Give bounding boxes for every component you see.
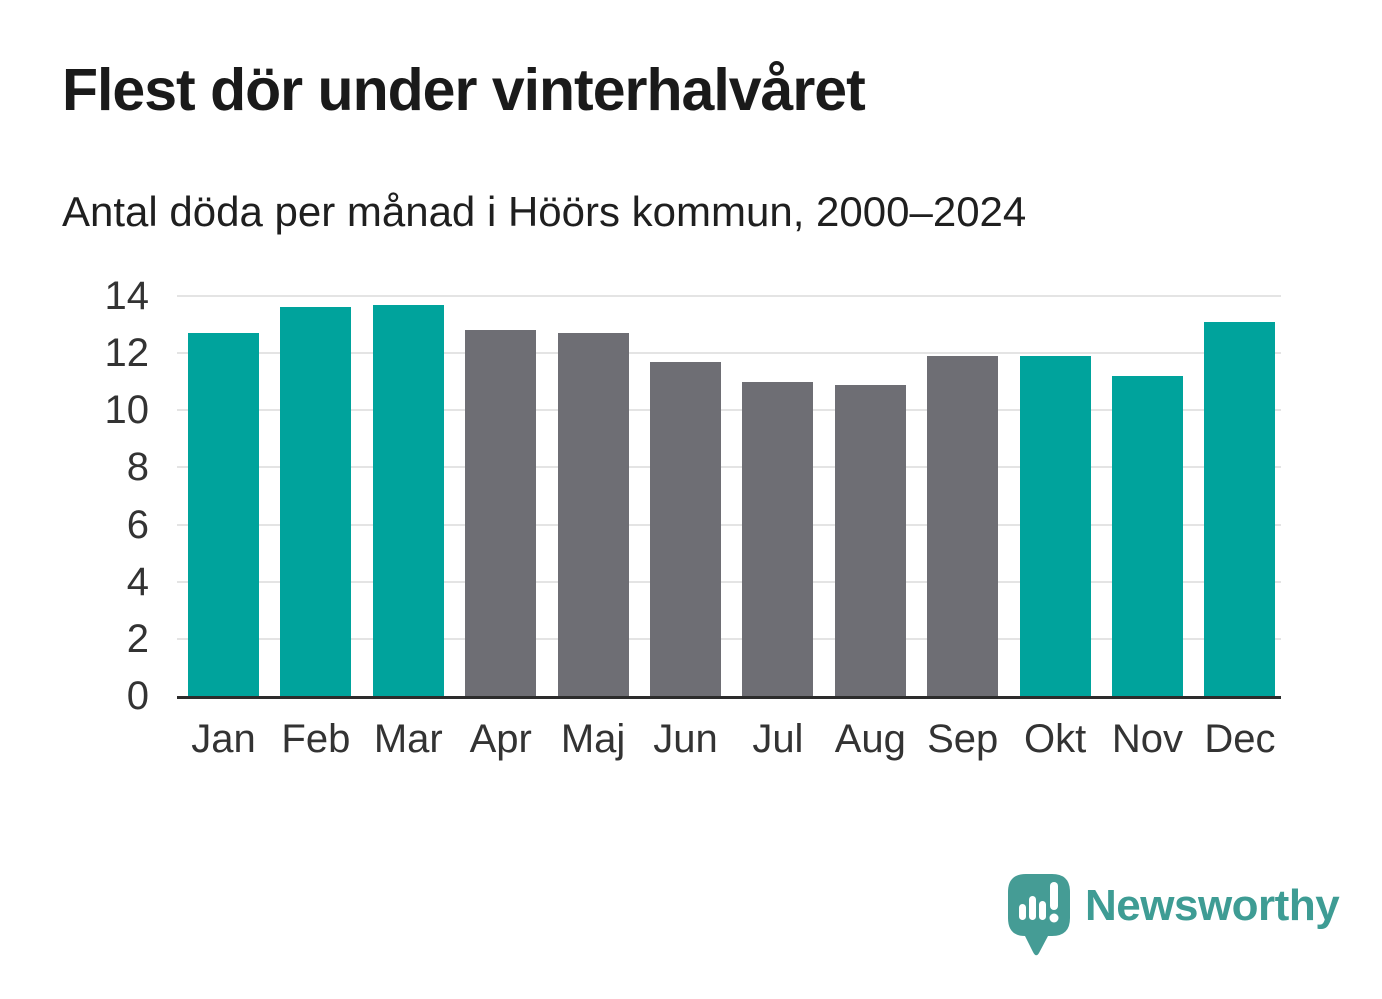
- bar-dec: [1204, 321, 1276, 696]
- y-tick-label-12: 12: [104, 331, 150, 376]
- bar-okt: [1019, 356, 1091, 696]
- x-tick-label-feb: Feb: [281, 717, 351, 761]
- bar-maj: [557, 333, 629, 696]
- bar-aug: [834, 384, 906, 696]
- x-tick-label-dec: Dec: [1204, 717, 1276, 761]
- gridline-y-14: [177, 295, 1281, 297]
- bar-jan: [188, 333, 259, 696]
- x-tick-label-jul: Jul: [752, 717, 804, 761]
- gridline-y-4: [177, 580, 1281, 583]
- newsworthy-logo-icon: [1008, 874, 1070, 956]
- gridline-y-10: [177, 409, 1281, 412]
- y-axis: 0 2 4 6 8 10 12 14: [0, 274, 150, 718]
- x-axis: Jan Feb Mar Apr Maj Jun Jul Aug Sep Okt Nov Dec: [177, 714, 1281, 774]
- bar-jun: [650, 361, 721, 696]
- x-tick-label-okt: Okt: [1023, 717, 1087, 761]
- bar-mar: [372, 304, 444, 696]
- x-tick-label-aug: Aug: [834, 717, 906, 761]
- x-tick-label-mar: Mar: [373, 717, 443, 761]
- x-tick-label-maj: Maj: [560, 717, 626, 761]
- y-tick-label-8: 8: [126, 445, 149, 490]
- bar-feb: [280, 307, 352, 696]
- gridline-y-8: [177, 466, 1281, 469]
- y-tick-label-0: 0: [126, 674, 149, 718]
- chart-subtitle: Antal döda per månad i Höörs kommun, 200…: [62, 188, 1027, 235]
- y-tick-label-6: 6: [126, 502, 149, 547]
- bar-apr: [465, 330, 537, 696]
- x-tick-label-nov: Nov: [1111, 717, 1184, 761]
- gridline-y-12: [177, 352, 1281, 355]
- y-tick-label-14: 14: [104, 274, 150, 318]
- y-tick-label-10: 10: [104, 388, 150, 433]
- bar-jul: [742, 381, 814, 696]
- chart-title: Flest dör under vinterhalvåret: [62, 57, 866, 123]
- newsworthy-wordmark: Newsworthy: [1085, 881, 1340, 930]
- newsworthy-branding: Newsworthy: [1008, 874, 1340, 956]
- y-tick-label-2: 2: [126, 616, 149, 661]
- x-tick-label-apr: Apr: [469, 717, 532, 761]
- gridline-y-2: [177, 637, 1281, 640]
- x-tick-label-sep: Sep: [927, 717, 999, 761]
- bar-nov: [1112, 376, 1183, 696]
- y-tick-label-4: 4: [126, 559, 149, 604]
- plot-area: [177, 295, 1281, 699]
- gridline-y-6: [177, 523, 1281, 526]
- bar-sep: [927, 356, 999, 696]
- x-tick-label-jun: Jun: [653, 717, 718, 761]
- x-tick-label-jan: Jan: [191, 717, 256, 761]
